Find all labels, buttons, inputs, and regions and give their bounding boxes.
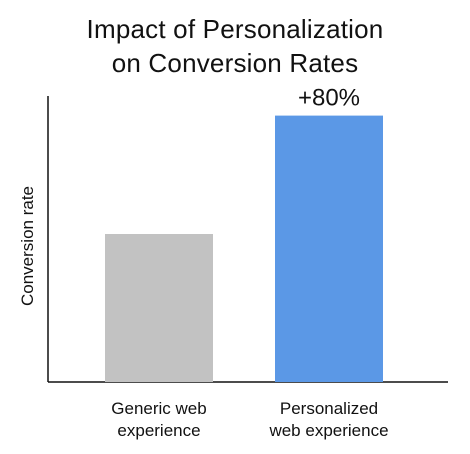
bar-2	[275, 115, 383, 382]
data-label-2: +80%	[298, 85, 360, 112]
bar-1	[105, 234, 213, 382]
bars-group	[105, 115, 383, 382]
category-label-2-line-1: Personalized	[280, 399, 378, 418]
y-axis-label: Conversion rate	[18, 186, 37, 306]
data-labels-group: +80%	[298, 85, 360, 112]
chart-title: Impact of Personalization on Conversion …	[0, 12, 470, 80]
chart-title-line-1: Impact of Personalization	[86, 14, 384, 44]
chart-title-line-2: on Conversion Rates	[111, 48, 359, 78]
category-label-2-line-2: web experience	[268, 421, 388, 440]
category-label-1-line-2: experience	[117, 421, 200, 440]
category-labels-group: Generic web experience Personalized web exp…	[111, 399, 388, 440]
category-label-1-line-1: Generic web	[111, 399, 206, 418]
